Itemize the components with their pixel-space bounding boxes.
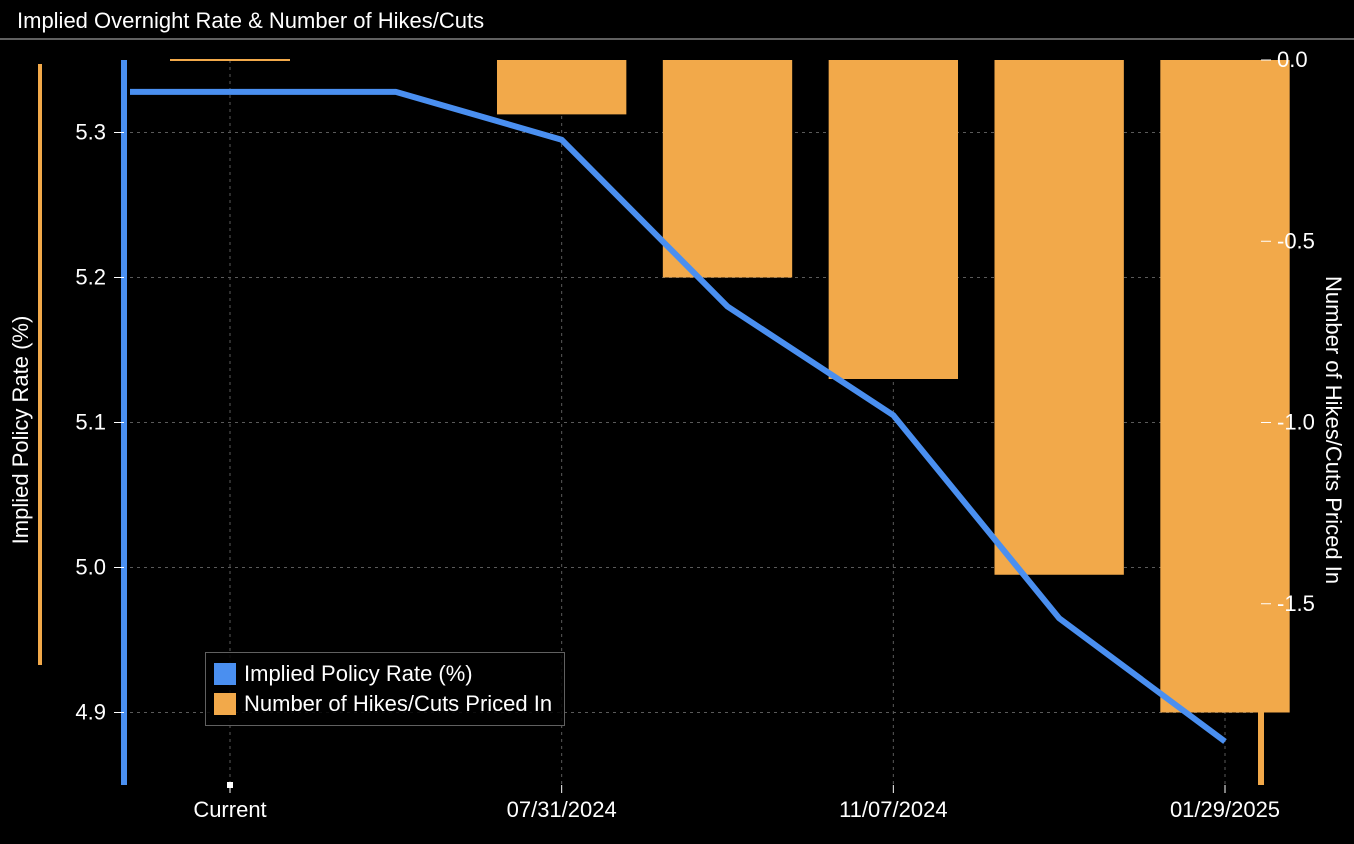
x-tick-label: 07/31/2024 [507,797,617,822]
right-tick-label: -1.5 [1277,591,1315,616]
bar [497,60,626,114]
legend-item: Number of Hikes/Cuts Priced In [214,689,552,719]
bar [994,60,1123,575]
x-tick-label: 01/29/2025 [1170,797,1280,822]
y-axis-left-label: Implied Policy Rate (%) [8,316,34,545]
left-tick-label: 5.3 [75,120,106,145]
left-tick-label: 5.0 [75,555,106,580]
legend-swatch [214,693,236,715]
right-tick-label: 0.0 [1277,47,1308,72]
left-tick-label: 4.9 [75,700,106,725]
x-tick-label: Current [193,797,266,822]
chart-svg: 4.9 5.0 5.1 5.2 5.3 0.0 -0.5 -1.0 -1.5 Current 07/… [0,0,1354,844]
legend-label: Implied Policy Rate (%) [244,661,473,687]
bar [663,60,792,278]
left-tick-label: 5.1 [75,410,106,435]
bar [1160,60,1289,713]
right-tick-label: -0.5 [1277,228,1315,253]
legend-swatch [214,663,236,685]
legend-item: Implied Policy Rate (%) [214,659,552,689]
right-tick-label: -1.0 [1277,410,1315,435]
y-axis-right-label: Number of Hikes/Cuts Priced In [1320,276,1346,584]
x-tick-label: 11/07/2024 [839,797,947,822]
legend-label: Number of Hikes/Cuts Priced In [244,691,552,717]
bar [829,60,958,379]
chart-container: { "title": "Implied Overnight Rate & Num… [0,0,1354,844]
left-tick-label: 5.2 [75,265,106,290]
chart-legend: Implied Policy Rate (%) Number of Hikes/C… [205,652,565,726]
